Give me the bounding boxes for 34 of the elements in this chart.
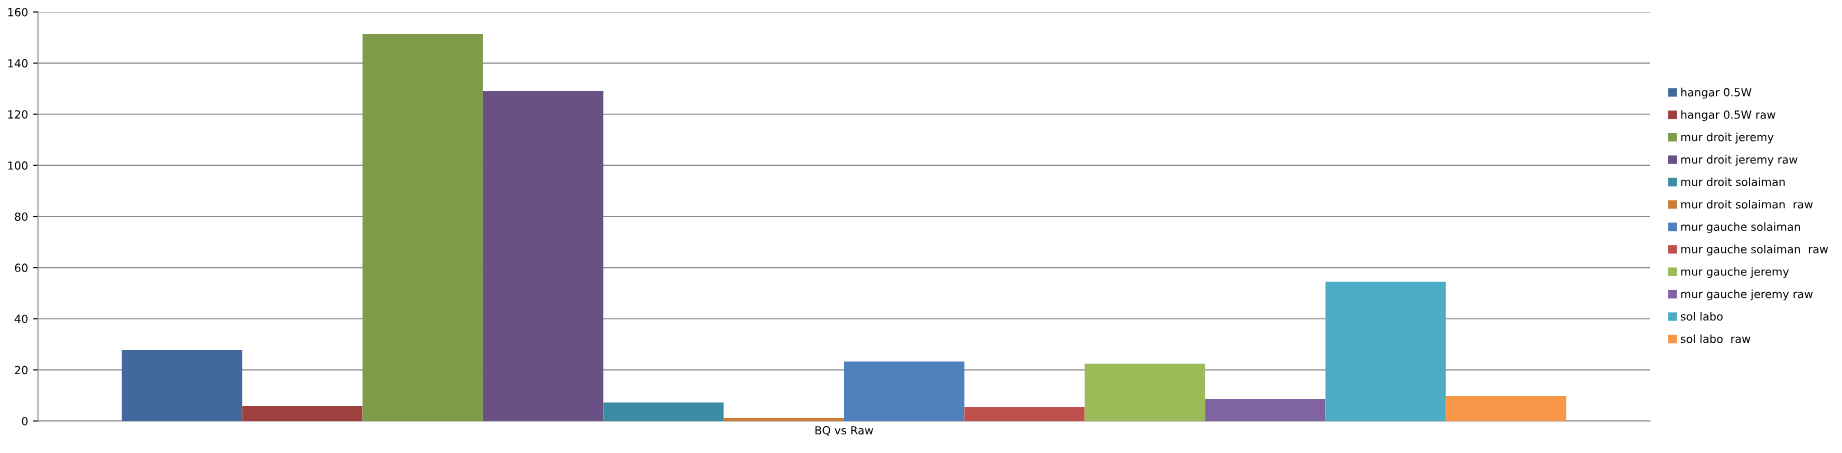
legend-label: hangar 0.5W raw	[1681, 110, 1776, 121]
y-tick-label: 40	[14, 314, 28, 324]
bar	[482, 90, 604, 421]
y-tick-label: 0	[21, 416, 28, 426]
y-tick-label: 20	[14, 365, 28, 375]
bar	[964, 406, 1085, 421]
legend-label: sol labo raw	[1680, 334, 1751, 344]
legend-label: mur droit solaiman	[1681, 177, 1785, 187]
y-tick-label: 160	[8, 7, 28, 17]
bar	[1445, 395, 1567, 421]
bar	[844, 361, 965, 421]
bar	[1084, 363, 1206, 421]
y-tick-label: 80	[14, 212, 28, 221]
y-tick-label: 120	[8, 110, 28, 119]
legend-label: mur droit jeremy	[1681, 132, 1774, 144]
legend-label: mur gauche jeremy	[1681, 267, 1789, 278]
y-tick-label: 60	[14, 263, 28, 272]
bar	[603, 402, 724, 421]
bar	[242, 405, 363, 421]
legend-label: mur gauche jeremy raw	[1681, 289, 1813, 301]
y-tick-label: 140	[8, 59, 28, 68]
bar	[121, 349, 243, 421]
legend-label: mur droit jeremy raw	[1681, 155, 1798, 166]
legend-label: hangar 0.5W	[1681, 87, 1752, 99]
legend-label: sol labo	[1680, 312, 1723, 321]
legend-label: mur gauche solaiman	[1681, 222, 1800, 234]
legend-label: mur droit solaiman raw	[1681, 199, 1813, 209]
legend-label: mur gauche solaiman raw	[1681, 244, 1828, 256]
x-tick-label: BQ vs Raw	[815, 426, 874, 436]
y-tick-label: 100	[8, 161, 28, 170]
bar	[362, 33, 483, 421]
bar	[1205, 399, 1326, 421]
bar	[1325, 281, 1446, 421]
bar	[723, 417, 844, 421]
